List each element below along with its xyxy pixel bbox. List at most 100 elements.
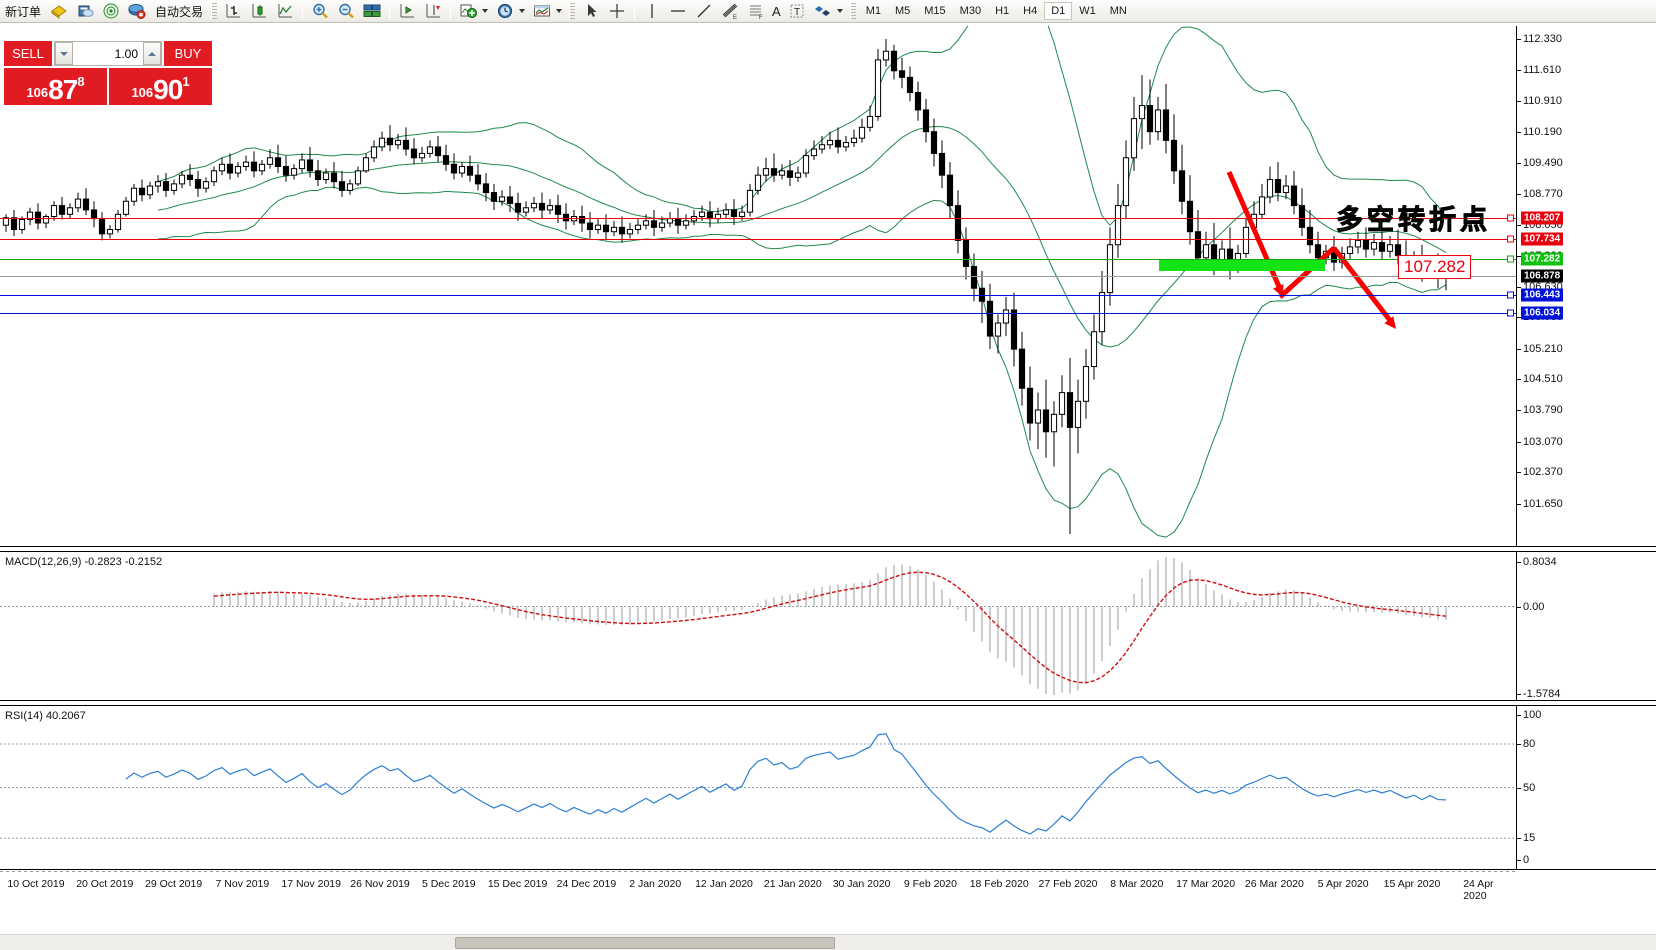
- price-level-handle[interactable]: [1507, 235, 1514, 243]
- candlestick-chart-icon[interactable]: [246, 0, 272, 22]
- candle: [1034, 392, 1042, 450]
- buy-price-display[interactable]: 106 90 1: [109, 68, 212, 105]
- price-level-line[interactable]: [0, 312, 1516, 314]
- candle: [1026, 366, 1034, 441]
- period-clock-icon[interactable]: [492, 0, 518, 22]
- timeframe-m15[interactable]: M15: [924, 5, 946, 17]
- candle: [778, 164, 786, 180]
- equidistant-channel-icon[interactable]: E: [717, 0, 743, 22]
- volume-stepper[interactable]: 1.00: [54, 41, 162, 66]
- price-plot-area[interactable]: [0, 26, 1516, 546]
- zoom-in-icon[interactable]: [307, 0, 333, 22]
- price-level-line[interactable]: [0, 218, 1516, 220]
- date-axis-label: 10 Oct 2019: [7, 878, 65, 890]
- shapes-icon[interactable]: [810, 0, 836, 22]
- sell-button[interactable]: SELL: [4, 41, 54, 66]
- timeframe-m5[interactable]: M5: [894, 5, 911, 17]
- crosshair-icon[interactable]: [604, 0, 630, 22]
- chevron-down-icon[interactable]: [519, 9, 526, 13]
- tile-windows-icon[interactable]: [359, 0, 385, 22]
- one-click-trading-panel[interactable]: SELL 1.00 BUY 106 87 8 106 90 1: [4, 41, 212, 105]
- auto-trading-label: 自动交易: [155, 4, 204, 19]
- candle: [298, 153, 306, 173]
- trade-prices-row[interactable]: 106 87 8 106 90 1: [4, 68, 212, 105]
- volume-increase-button[interactable]: [143, 42, 161, 65]
- candle: [866, 105, 874, 132]
- candle: [1114, 183, 1122, 258]
- price-level-line[interactable]: [0, 295, 1516, 297]
- price-level-tag[interactable]: 106.034: [1521, 306, 1564, 320]
- line-chart-icon[interactable]: [272, 0, 298, 22]
- text-label-icon[interactable]: T: [784, 0, 810, 22]
- auto-trading-icon[interactable]: [124, 0, 150, 22]
- auto-scroll-icon[interactable]: [420, 0, 446, 22]
- horizontal-line-icon[interactable]: [665, 0, 691, 22]
- svg-text:F: F: [759, 15, 763, 20]
- price-level-tag[interactable]: 107.282: [1521, 252, 1564, 266]
- buy-button[interactable]: BUY: [162, 41, 212, 66]
- candle: [746, 183, 754, 217]
- price-level-tag[interactable]: 107.734: [1521, 232, 1564, 246]
- timeframe-h1[interactable]: H1: [995, 5, 1010, 17]
- candle: [634, 218, 642, 234]
- timeframe-m1[interactable]: M1: [865, 5, 881, 17]
- timeframe-mn[interactable]: MN: [1109, 5, 1127, 17]
- chart-shift-icon[interactable]: [394, 0, 420, 22]
- macd-plot-area[interactable]: [0, 552, 1516, 700]
- trade-controls-row[interactable]: SELL 1.00 BUY: [4, 41, 212, 66]
- bar-chart-icon[interactable]: [220, 0, 246, 22]
- candle: [1330, 236, 1338, 271]
- chevron-down-icon[interactable]: [482, 9, 489, 13]
- timeframe-w1[interactable]: W1: [1079, 5, 1096, 17]
- signal-icon[interactable]: [98, 0, 124, 22]
- price-level-handle[interactable]: [1507, 255, 1514, 263]
- fibonacci-icon[interactable]: F: [743, 0, 769, 22]
- new-order-button[interactable]: 新订单: [0, 0, 46, 22]
- price-level-handle[interactable]: [1507, 291, 1514, 299]
- candle: [474, 164, 482, 191]
- chevron-down-icon[interactable]: [556, 9, 563, 13]
- rsi-plot-area[interactable]: [0, 706, 1516, 869]
- price-axis[interactable]: 112.330 111.610 110.910 110.190 109.490 108.7…: [1516, 26, 1656, 546]
- cursor-icon[interactable]: [578, 0, 604, 22]
- cloud-upload-icon[interactable]: [72, 0, 98, 22]
- price-level-line[interactable]: [0, 276, 1516, 278]
- zoom-out-icon[interactable]: [333, 0, 359, 22]
- timeframe-group[interactable]: M1 M5 M15 M30 H1 H4 D1 W1 MN: [859, 2, 1134, 20]
- candle: [610, 220, 618, 237]
- timeframe-d1[interactable]: D1: [1044, 2, 1073, 20]
- timeframe-h4[interactable]: H4: [1023, 5, 1038, 17]
- candle: [930, 118, 938, 167]
- price-level-handle[interactable]: [1507, 309, 1514, 317]
- price-level-tag[interactable]: 108.207: [1521, 211, 1564, 225]
- templates-icon[interactable]: [529, 0, 555, 22]
- add-indicator-icon[interactable]: [455, 0, 481, 22]
- candle: [722, 203, 730, 219]
- price-level-handle[interactable]: [1507, 214, 1514, 222]
- main-toolbar[interactable]: 新订单 自动交易: [0, 0, 1656, 23]
- price-level-tag[interactable]: 106.443: [1521, 288, 1564, 302]
- candle: [898, 57, 906, 89]
- timeframe-m30[interactable]: M30: [959, 5, 982, 17]
- price-level-line[interactable]: [0, 258, 1516, 260]
- candle: [650, 209, 658, 237]
- scrollbar-thumb[interactable]: [455, 937, 835, 949]
- horizontal-scrollbar[interactable]: [0, 934, 1656, 950]
- candle: [26, 207, 34, 226]
- volume-decrease-button[interactable]: [55, 42, 73, 65]
- auto-trading-button[interactable]: 自动交易: [150, 0, 208, 22]
- sell-price-display[interactable]: 106 87 8: [4, 68, 107, 105]
- toolbar-grip[interactable]: [211, 2, 218, 20]
- chevron-down-icon[interactable]: [836, 9, 843, 13]
- vertical-line-icon[interactable]: [639, 0, 665, 22]
- price-level-tag[interactable]: 106.878: [1521, 269, 1564, 283]
- toolbar-grip[interactable]: [569, 2, 576, 20]
- chinese-annotation-text: 多空转折点: [1336, 205, 1491, 237]
- price-level-line[interactable]: [0, 238, 1516, 240]
- candle: [106, 225, 114, 239]
- text-icon[interactable]: A: [772, 3, 781, 19]
- toolbar-grip[interactable]: [849, 2, 856, 20]
- block-icon[interactable]: [46, 0, 72, 22]
- volume-input[interactable]: 1.00: [114, 46, 138, 61]
- trendline-icon[interactable]: [691, 0, 717, 22]
